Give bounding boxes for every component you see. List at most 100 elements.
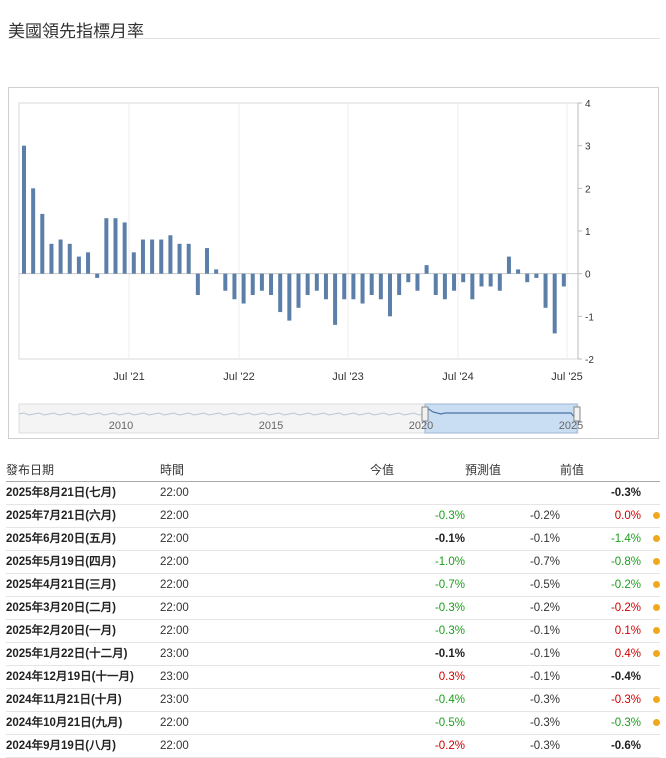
bar[interactable] — [232, 273, 237, 300]
row-forecast: -0.3% — [529, 740, 560, 752]
navigator-handle[interactable] — [573, 406, 581, 422]
bar[interactable] — [452, 273, 457, 291]
bar[interactable] — [49, 243, 54, 274]
navigator-year-label: 2010 — [109, 420, 133, 432]
bar[interactable] — [461, 273, 466, 283]
bar[interactable] — [113, 218, 118, 274]
bar-chart[interactable]: Jul '21 Jul '22 Jul '23 Jul '24 Jul '25 4 3 2 1 0… — [9, 88, 658, 438]
bar[interactable] — [360, 273, 365, 304]
bar[interactable] — [140, 239, 145, 274]
bar[interactable] — [168, 235, 173, 274]
bar[interactable] — [378, 273, 383, 300]
bar[interactable] — [287, 273, 292, 321]
navigator-selection[interactable] — [424, 403, 578, 434]
bar[interactable] — [223, 273, 228, 291]
bar[interactable] — [296, 273, 301, 308]
revision-dot-icon[interactable] — [653, 512, 660, 519]
bar[interactable] — [250, 273, 255, 295]
revision-dot-icon[interactable] — [653, 627, 660, 634]
row-forecast: -0.1% — [529, 648, 560, 660]
bar[interactable] — [305, 273, 310, 295]
bar[interactable] — [424, 265, 429, 274]
bar[interactable] — [214, 269, 219, 274]
row-previous: -0.3% — [610, 694, 641, 706]
y-tick-label: 0 — [585, 270, 591, 281]
header-date[interactable]: 發布日期 — [6, 463, 55, 477]
navigator-handle[interactable] — [421, 406, 429, 422]
bar[interactable] — [543, 273, 548, 308]
bar[interactable] — [314, 273, 319, 291]
bar[interactable] — [516, 269, 521, 274]
bar[interactable] — [95, 273, 100, 278]
bar[interactable] — [351, 273, 356, 300]
bar[interactable] — [561, 273, 566, 287]
bar[interactable] — [195, 273, 200, 295]
bar[interactable] — [76, 256, 81, 274]
bar[interactable] — [333, 273, 338, 325]
table-row: 2025年5月19日(四月) 22:00 -1.0% -0.7% -0.8% — [6, 551, 660, 574]
bar[interactable] — [323, 273, 328, 300]
bar[interactable] — [67, 243, 72, 274]
bar[interactable] — [479, 273, 484, 287]
row-date: 2024年11月21日(十月) — [6, 694, 122, 706]
bar[interactable] — [433, 273, 438, 295]
bar[interactable] — [470, 273, 475, 300]
row-previous: 0.0% — [614, 510, 641, 522]
bar[interactable] — [278, 273, 283, 313]
x-tick-label: Jul '24 — [442, 371, 473, 383]
header-forecast[interactable]: 預測值 — [465, 463, 502, 477]
header-time[interactable]: 時間 — [160, 463, 185, 477]
bar[interactable] — [488, 273, 493, 287]
bar[interactable] — [269, 273, 274, 295]
bar[interactable] — [22, 145, 26, 274]
bar[interactable] — [388, 273, 392, 317]
bar[interactable] — [506, 256, 511, 274]
revision-dot-icon[interactable] — [653, 558, 660, 565]
row-actual: -0.7% — [434, 579, 465, 591]
row-forecast: -0.2% — [529, 602, 560, 614]
table-row: 2025年1月22日(十二月) 23:00 -0.1% -0.1% 0.4% — [6, 643, 660, 666]
row-time: 22:00 — [160, 487, 189, 499]
bar[interactable] — [205, 248, 209, 274]
navigator-history-line — [18, 412, 425, 416]
row-revision — [641, 482, 660, 505]
bar[interactable] — [534, 273, 539, 278]
revision-dot-icon[interactable] — [653, 604, 660, 611]
bar[interactable] — [40, 213, 45, 274]
bar[interactable] — [86, 252, 91, 274]
bar[interactable] — [342, 273, 347, 300]
row-forecast: -0.1% — [529, 625, 560, 637]
revision-dot-icon[interactable] — [653, 535, 660, 542]
bar[interactable] — [497, 273, 502, 291]
bar[interactable] — [525, 273, 530, 283]
bar[interactable] — [131, 252, 136, 274]
revision-dot-icon[interactable] — [653, 719, 660, 726]
row-date: 2024年9月19日(八月) — [6, 740, 116, 752]
revision-dot-icon[interactable] — [653, 650, 660, 657]
bar[interactable] — [552, 273, 557, 334]
bar[interactable] — [177, 243, 182, 274]
x-tick-label: Jul '22 — [223, 371, 254, 383]
bar[interactable] — [241, 273, 246, 304]
bar[interactable] — [442, 273, 447, 300]
bar[interactable] — [415, 273, 420, 291]
bar[interactable] — [397, 273, 402, 295]
revision-dot-icon[interactable] — [653, 696, 660, 703]
bar[interactable] — [259, 273, 264, 291]
table-row: 2025年6月20日(五月) 22:00 -0.1% -0.1% -1.4% — [6, 528, 660, 551]
bar[interactable] — [406, 273, 411, 283]
header-previous[interactable]: 前值 — [560, 463, 585, 477]
revision-dot-icon[interactable] — [653, 581, 660, 588]
header-actual[interactable]: 今值 — [370, 463, 395, 477]
bar[interactable] — [104, 218, 109, 274]
row-date: 2025年1月22日(十二月) — [6, 648, 128, 660]
bar[interactable] — [58, 239, 63, 274]
bar[interactable] — [369, 273, 374, 295]
row-time: 22:00 — [160, 556, 189, 568]
bar[interactable] — [31, 188, 36, 274]
bar[interactable] — [122, 222, 127, 274]
bar[interactable] — [150, 239, 155, 274]
bar[interactable] — [159, 239, 164, 274]
bar[interactable] — [186, 243, 191, 274]
row-previous: 0.4% — [614, 648, 641, 660]
